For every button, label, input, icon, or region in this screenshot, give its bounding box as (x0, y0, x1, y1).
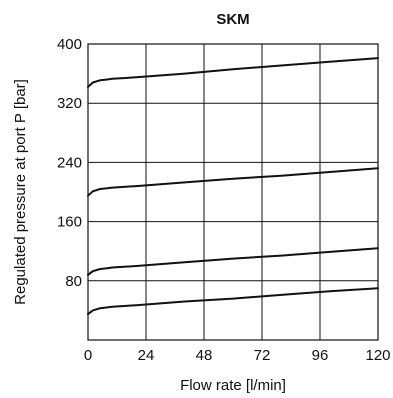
x-tick-label: 48 (196, 347, 213, 364)
series-line-3 (87, 167, 379, 197)
y-tick-label: 320 (57, 95, 82, 112)
series-line-4 (87, 57, 379, 88)
y-tick-label: 160 (57, 214, 82, 231)
x-tick-label: 72 (254, 347, 271, 364)
series-line-2 (87, 247, 379, 276)
y-tick-label: 400 (57, 36, 82, 53)
y-axis-label: Regulated pressure at port P [bar] (12, 79, 29, 305)
x-axis-label: Flow rate [l/min] (180, 377, 286, 394)
y-tick-label: 240 (57, 154, 82, 171)
tick-labels: 0 24 48 72 96 120 80 160 240 320 400 (57, 36, 391, 364)
grid (88, 44, 378, 340)
chart-title: SKM (216, 11, 249, 28)
x-tick-label: 24 (138, 347, 155, 364)
y-tick-label: 80 (65, 273, 82, 290)
series-group (87, 57, 379, 316)
x-tick-label: 0 (84, 347, 92, 364)
plot-frame (87, 43, 379, 341)
series-line-1 (87, 287, 379, 316)
x-tick-label: 120 (365, 347, 390, 364)
x-tick-label: 96 (312, 347, 329, 364)
